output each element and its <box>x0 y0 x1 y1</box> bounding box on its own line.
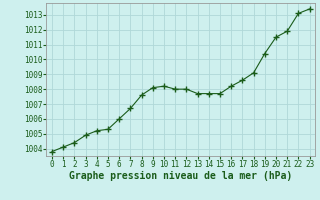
X-axis label: Graphe pression niveau de la mer (hPa): Graphe pression niveau de la mer (hPa) <box>69 171 292 181</box>
